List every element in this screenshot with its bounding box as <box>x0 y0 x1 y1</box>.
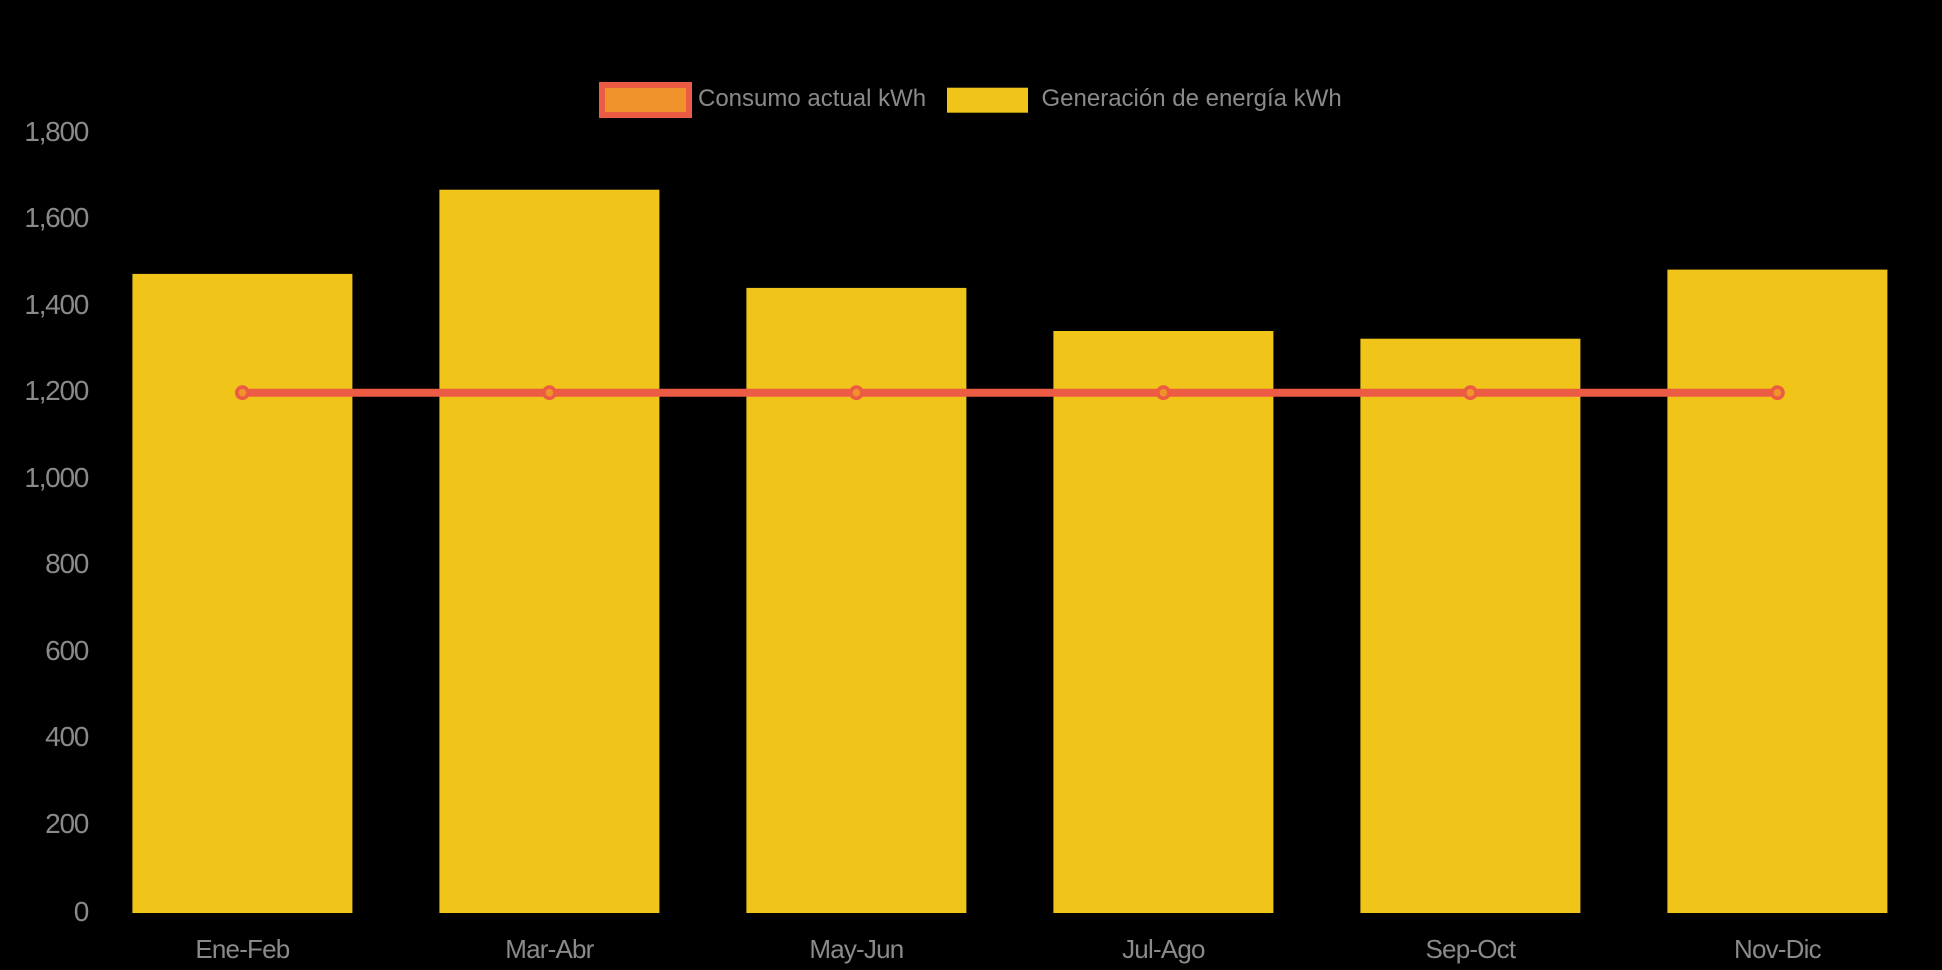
svg-text:800: 800 <box>45 548 89 579</box>
svg-text:Generación de energía kWh: Generación de energía kWh <box>1042 85 1342 112</box>
svg-text:1,400: 1,400 <box>24 289 88 320</box>
svg-text:Jul-Ago: Jul-Ago <box>1122 934 1205 964</box>
svg-text:0: 0 <box>74 896 89 927</box>
svg-text:200: 200 <box>45 808 89 839</box>
svg-text:1,800: 1,800 <box>24 116 88 147</box>
svg-text:Mar-Abr: Mar-Abr <box>505 934 594 964</box>
svg-text:1,600: 1,600 <box>24 202 88 233</box>
svg-text:Sep-Oct: Sep-Oct <box>1426 934 1517 964</box>
svg-text:May-Jun: May-Jun <box>809 934 903 964</box>
svg-text:1,000: 1,000 <box>24 462 88 493</box>
svg-text:400: 400 <box>45 721 89 752</box>
svg-text:Ene-Feb: Ene-Feb <box>195 934 289 964</box>
svg-text:Consumo actual kWh: Consumo actual kWh <box>698 85 926 112</box>
svg-text:1,200: 1,200 <box>24 375 88 406</box>
svg-text:Nov-Dic: Nov-Dic <box>1734 934 1822 964</box>
svg-text:600: 600 <box>45 635 89 666</box>
